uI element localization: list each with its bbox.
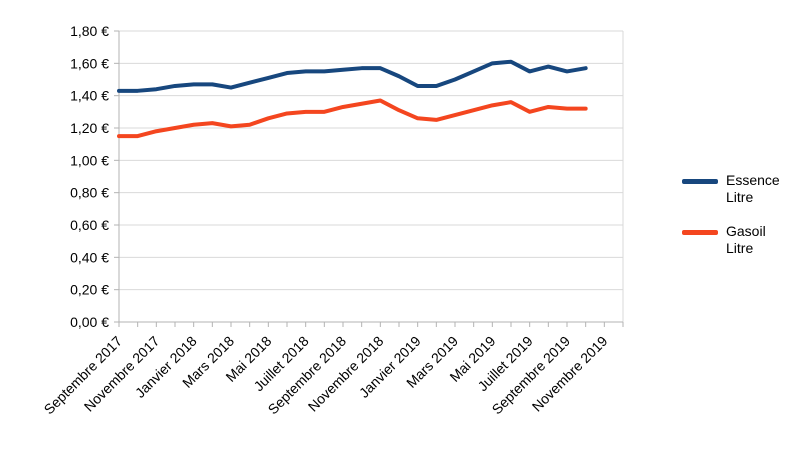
y-axis-label: 0,40 € <box>70 249 109 265</box>
legend-entry-gasoil: Gasoil Litre <box>682 223 788 257</box>
legend-entry-essence: Essence Litre <box>682 172 788 206</box>
y-axis-label: 1,40 € <box>70 88 109 104</box>
y-axis-label: 1,60 € <box>70 55 109 71</box>
gasoil-line-swatch <box>682 230 718 235</box>
legend-label-essence: Essence Litre <box>726 172 780 205</box>
y-axis-label: 0,00 € <box>70 314 109 330</box>
series-line-gasoil <box>117 98 588 139</box>
y-axis-label: 0,80 € <box>70 185 109 201</box>
legend-label-gasoil: Gasoil Litre <box>726 223 766 256</box>
chart-legend: Essence Litre Gasoil Litre <box>682 172 788 274</box>
y-axis-label: 1,80 € <box>70 23 109 39</box>
y-axis-label: 1,20 € <box>70 120 109 136</box>
y-axis-label: 0,20 € <box>70 282 109 298</box>
essence-line-swatch <box>682 179 718 184</box>
y-axis-label: 0,60 € <box>70 217 109 233</box>
series-line-essence <box>117 59 588 93</box>
y-axis-label: 1,00 € <box>70 152 109 168</box>
